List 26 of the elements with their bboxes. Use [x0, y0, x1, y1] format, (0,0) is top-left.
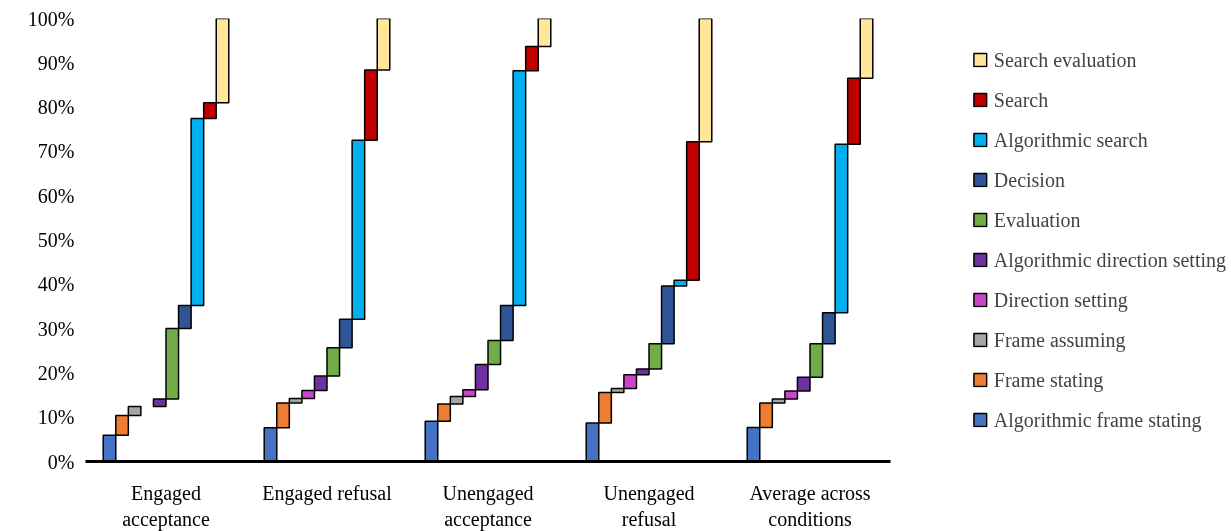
- legend-label: Search: [993, 88, 1049, 111]
- legend-label: Evaluation: [993, 208, 1081, 231]
- y-tick-label: 80%: [37, 96, 75, 119]
- y-tick-label: 0%: [47, 450, 75, 473]
- legend-label: Frame assuming: [993, 328, 1126, 351]
- legend-label: Search evaluation: [993, 48, 1137, 71]
- y-tick-label: 40%: [37, 273, 75, 296]
- x-tick-label: Unengaged acceptance: [442, 481, 534, 531]
- y-tick-label: 10%: [37, 406, 75, 429]
- x-tick-label: Unengaged refusal: [603, 481, 695, 530]
- y-tick-label: 70%: [37, 140, 75, 163]
- legend-label: Algorithmic frame stating: [993, 408, 1202, 431]
- y-tick-label: 90%: [37, 51, 75, 74]
- legend-label: Algorithmic direction setting: [993, 248, 1226, 271]
- legend-label: Frame stating: [993, 368, 1104, 391]
- legend-label: Algorithmic search: [993, 128, 1148, 151]
- x-tick-label: Average across conditions: [749, 481, 871, 530]
- x-tick-label: Engaged acceptance: [122, 481, 210, 531]
- y-tick-label: 60%: [37, 184, 75, 207]
- legend-label: Direction setting: [993, 288, 1128, 311]
- legend-label: Decision: [993, 168, 1065, 191]
- y-tick-label: 100%: [27, 7, 75, 30]
- y-tick-label: 20%: [37, 361, 75, 384]
- y-tick-label: 30%: [37, 317, 75, 340]
- y-tick-label: 50%: [37, 229, 75, 251]
- x-tick-label: Engaged refusal: [262, 481, 393, 505]
